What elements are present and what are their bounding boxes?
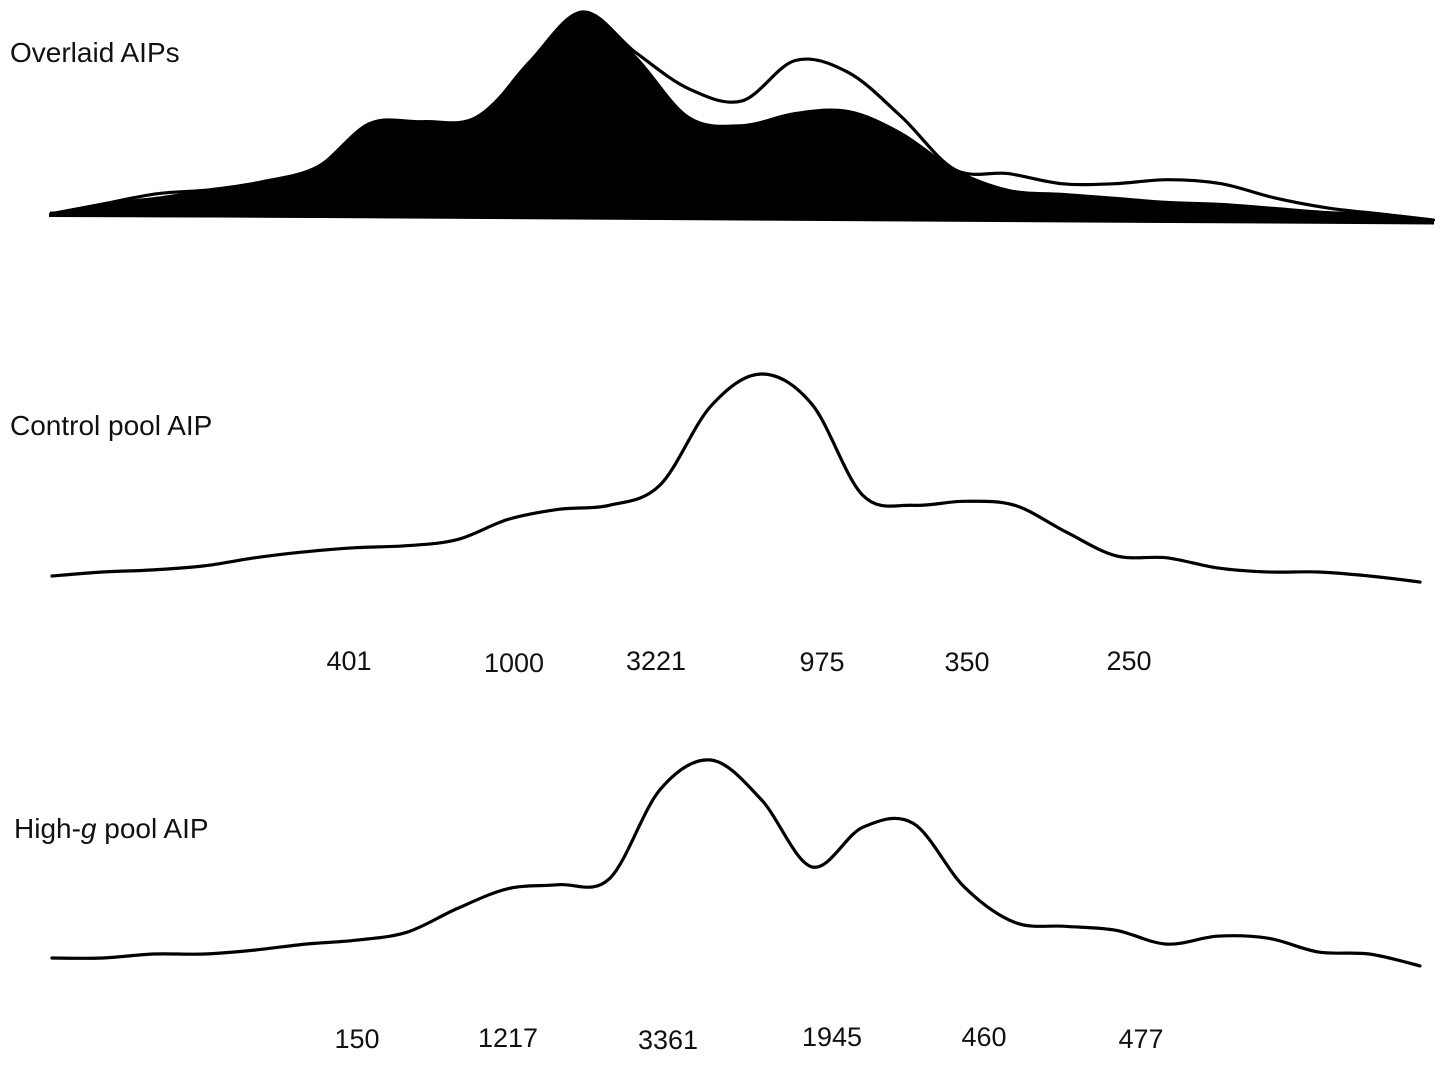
control-filled-area — [49, 10, 1435, 222]
high-g-peak-label: 3361 — [638, 1025, 698, 1055]
control-peak-label: 350 — [944, 647, 989, 677]
control-pool-trace — [50, 372, 1422, 584]
high-g-peak-label: 1217 — [478, 1023, 538, 1053]
control-peak-label: 3221 — [626, 646, 686, 676]
control-panel: Control pool AIP 401 1000 3221 975 350 250 — [10, 372, 1422, 678]
high-g-peak-label: 1945 — [802, 1022, 862, 1052]
high-g-peak-label: 460 — [961, 1022, 1006, 1052]
high-g-title-italic: g — [81, 813, 97, 844]
control-peak-label: 1000 — [484, 648, 544, 678]
control-peak-label: 250 — [1106, 646, 1151, 676]
high-g-pool-trace — [50, 758, 1422, 968]
control-panel-title: Control pool AIP — [10, 410, 212, 441]
control-peak-label: 975 — [799, 647, 844, 677]
high-g-panel: High-g pool AIP 150 1217 3361 1945 460 477 — [14, 758, 1422, 1055]
overlaid-panel-title: Overlaid AIPs — [10, 37, 180, 68]
high-g-title-prefix: High- — [14, 813, 81, 844]
high-g-title-suffix: pool AIP — [97, 813, 209, 844]
high-g-panel-title: High-g pool AIP — [14, 813, 209, 844]
high-g-peak-labels: 150 1217 3361 1945 460 477 — [334, 1022, 1163, 1055]
overlaid-panel: Overlaid AIPs — [10, 10, 1435, 225]
high-g-peak-label: 150 — [334, 1024, 379, 1054]
high-g-outline-trace — [49, 10, 1435, 222]
overlay-baseline — [49, 211, 1435, 225]
high-g-peak-label: 477 — [1118, 1024, 1163, 1054]
control-peak-labels: 401 1000 3221 975 350 250 — [326, 646, 1151, 678]
control-peak-label: 401 — [326, 646, 371, 676]
